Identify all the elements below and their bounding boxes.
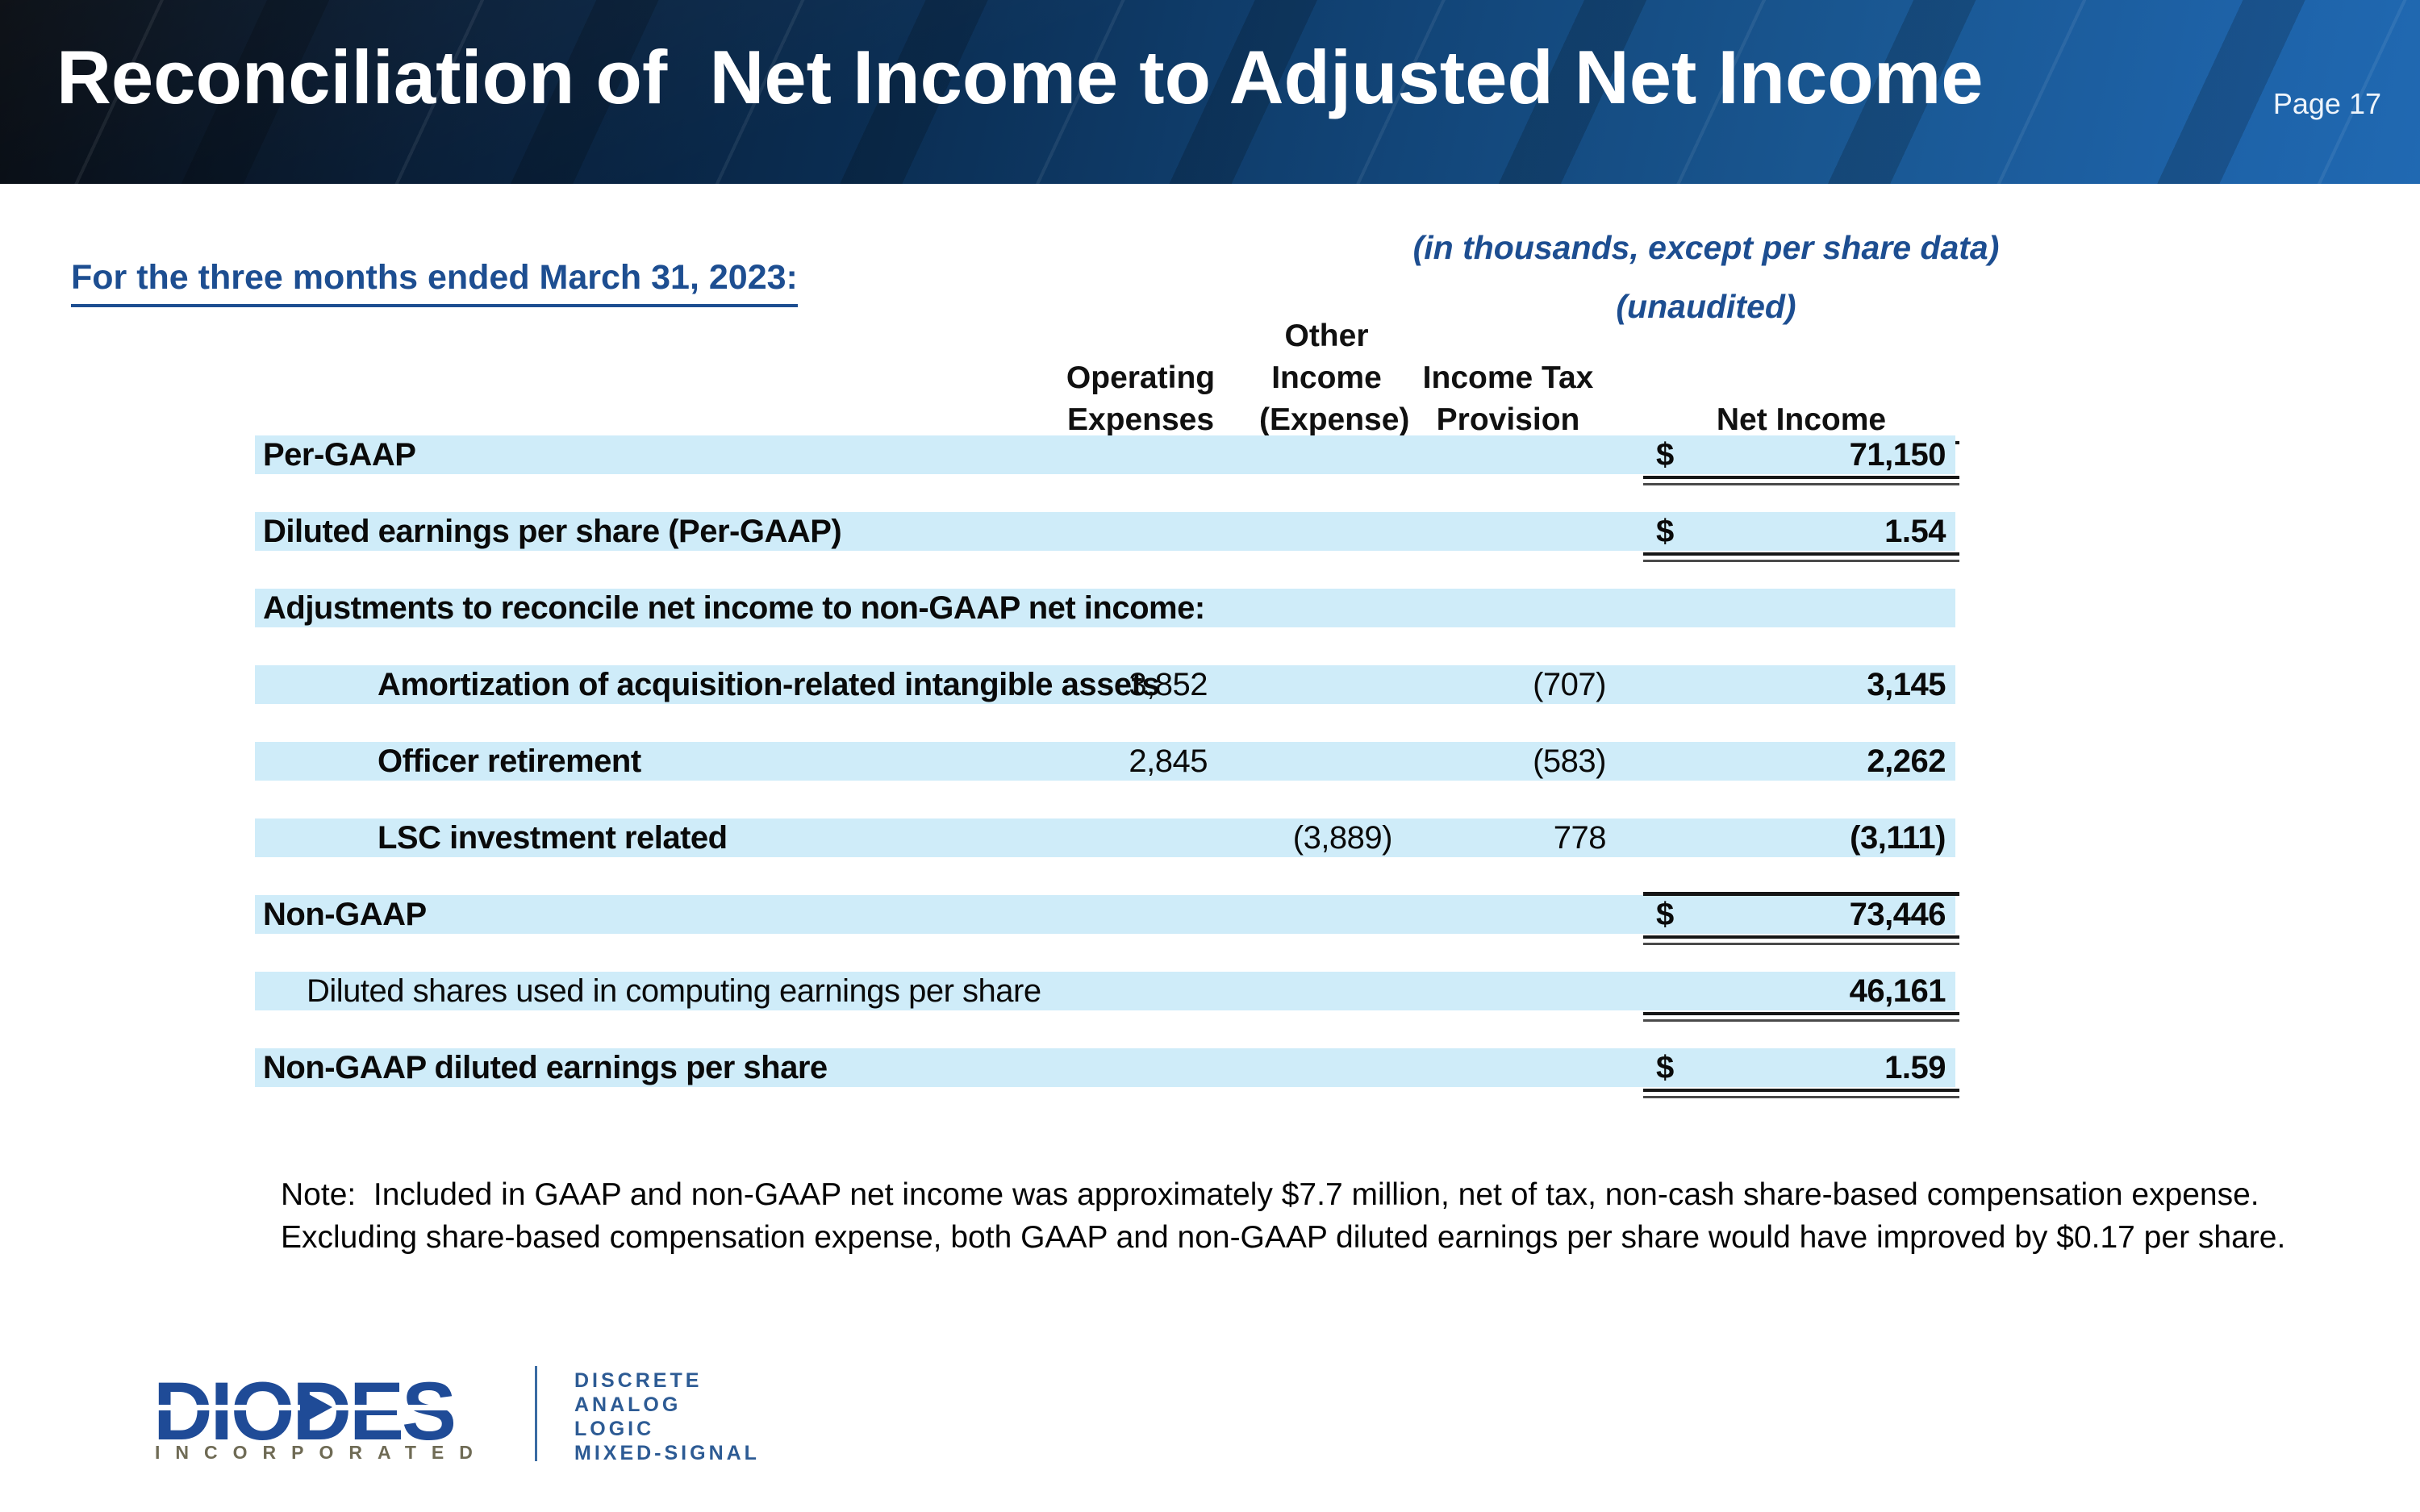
cell-net-income: 71,150 — [1849, 437, 1946, 473]
row-label: Non-GAAP — [263, 897, 427, 932]
column-header-line: Operating — [1066, 360, 1216, 395]
net-column-double-underline — [1643, 1089, 1959, 1098]
row-label: LSC investment related — [378, 820, 728, 856]
net-column-double-underline — [1643, 552, 1959, 562]
column-header-line: (Expense) — [1259, 402, 1410, 437]
page-number: Page 17 — [2272, 87, 2381, 120]
column-header-income-tax-provision: Income Tax Provision — [1414, 357, 1602, 444]
table-row-diluted-shares: Diluted shares used in computing earning… — [255, 972, 1955, 1010]
dollar-sign: $ — [1656, 897, 1675, 932]
row-label: Officer retirement — [378, 744, 641, 779]
net-column-double-underline — [1643, 935, 1959, 945]
net-column-double-underline — [1643, 476, 1959, 485]
logo-divider — [535, 1366, 537, 1461]
table-row-officer-retirement: Officer retirement 2,845 (583) 2,262 — [255, 742, 1955, 781]
table-row-adjustments-header: Adjustments to reconcile net income to n… — [255, 589, 1955, 627]
table-row-diluted-eps-per-gaap: Diluted earnings per share (Per-GAAP) $1.… — [255, 512, 1955, 551]
cell-net-income: 1.54 — [1884, 514, 1946, 549]
table-row-non-gaap: Non-GAAP $73,446 — [255, 895, 1955, 934]
row-label: Adjustments to reconcile net income to n… — [263, 590, 1205, 626]
cell-other-income-expense: (3,889) — [1292, 820, 1393, 856]
dollar-sign: $ — [1656, 437, 1675, 473]
cell-net-income: 46,161 — [1849, 973, 1946, 1009]
diode-arrow-icon — [300, 1389, 332, 1425]
column-header-other-income-expense: Other Income (Expense) — [1259, 315, 1410, 444]
cell-net-income: 3,145 — [1867, 667, 1946, 702]
table-row-amortization-intangibles: Amortization of acquisition-related inta… — [255, 665, 1955, 704]
column-header-line: Net Income — [1716, 402, 1887, 437]
column-header-line: Income — [1271, 360, 1382, 395]
tagline-analog: ANALOG — [574, 1393, 682, 1416]
row-label: Amortization of acquisition-related inta… — [378, 667, 1160, 702]
cell-net-income: (3,111) — [1850, 820, 1946, 856]
logo-incorporated-label: INCORPORATED — [155, 1442, 488, 1463]
units-note-line2: (unaudited) — [1616, 288, 1796, 325]
cell-net-income: 73,446 — [1849, 897, 1946, 932]
cell-income-tax-provision: (707) — [1533, 667, 1606, 702]
tagline-mixed-signal: MIXED-SIGNAL — [574, 1442, 760, 1464]
cell-net-income: 1.59 — [1884, 1050, 1946, 1085]
page-title: Reconciliation of Net Income to Adjusted… — [56, 35, 1984, 119]
dollar-sign: $ — [1656, 1050, 1675, 1085]
tagline-logic: LOGIC — [574, 1418, 655, 1440]
table-row-lsc-investment-related: LSC investment related (3,889) 778 (3,111) — [255, 818, 1955, 857]
cell-income-tax-provision: (583) — [1533, 744, 1606, 779]
header-banner: Reconciliation of Net Income to Adjusted… — [0, 0, 2420, 184]
footnote-line2: Excluding share-based compensation expen… — [281, 1220, 2286, 1255]
table-row-non-gaap-diluted-eps: Non-GAAP diluted earnings per share $1.59 — [255, 1048, 1955, 1087]
net-column-double-underline — [1643, 1012, 1959, 1022]
period-heading: For the three months ended March 31, 202… — [71, 258, 798, 307]
table-row-per-gaap: Per-GAAP $71,150 — [255, 435, 1955, 474]
row-label: Diluted shares used in computing earning… — [307, 973, 1041, 1009]
dollar-sign: $ — [1656, 514, 1675, 549]
row-label: Non-GAAP diluted earnings per share — [263, 1050, 828, 1085]
column-header-operating-expenses: Operating Expenses — [1062, 357, 1219, 444]
column-header-line: Income Tax — [1422, 360, 1594, 395]
cell-income-tax-provision: 778 — [1553, 820, 1607, 856]
column-header-line: Other — [1284, 319, 1369, 353]
row-label: Diluted earnings per share (Per-GAAP) — [263, 514, 842, 549]
units-note-line1: (in thousands, except per share data) — [1412, 229, 2000, 266]
column-header-line: Provision — [1436, 402, 1580, 437]
column-header-line: Expenses — [1066, 402, 1215, 437]
net-column-topline — [1643, 892, 1959, 896]
row-label: Per-GAAP — [263, 437, 416, 473]
footnote: Note: Included in GAAP and non-GAAP net … — [281, 1173, 2285, 1259]
cell-operating-expenses: 2,845 — [1129, 744, 1208, 779]
cell-operating-expenses: 3,852 — [1129, 667, 1208, 702]
tagline-discrete: DISCRETE — [574, 1369, 703, 1392]
logo-tagline: DISCRETE ANALOG LOGIC MIXED-SIGNAL — [574, 1368, 760, 1465]
cell-net-income: 2,262 — [1867, 744, 1946, 779]
units-note: (in thousands, except per share data) (u… — [1412, 229, 2001, 326]
footnote-line1: Note: Included in GAAP and non-GAAP net … — [281, 1177, 2259, 1212]
